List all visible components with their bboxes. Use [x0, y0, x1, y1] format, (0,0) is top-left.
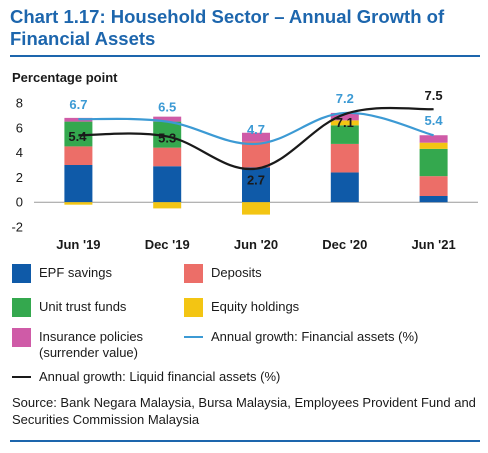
bar-segment	[330, 143, 359, 173]
legend-item-liquid-line: Annual growth: Liquid financial assets (…	[12, 368, 280, 385]
legend-swatch-epf	[12, 264, 31, 283]
liquid-assets-data-label: 7.5	[425, 88, 443, 103]
legend-item-equity: Equity holdings	[184, 298, 299, 317]
x-tick-label: Jun '21	[411, 237, 455, 252]
title-rule	[10, 55, 480, 57]
financial-assets-data-label: 6.7	[69, 97, 87, 112]
legend: EPF savings Deposits Unit trust funds Eq…	[10, 262, 480, 392]
liquid-assets-data-label: 2.7	[247, 173, 265, 188]
bar-segment	[330, 120, 359, 126]
bar-segment	[242, 167, 270, 203]
x-tick-label: Jun '19	[56, 237, 100, 252]
legend-swatch-unit-trust	[12, 298, 31, 317]
legend-label-insurance: Insurance policies (surrender value)	[39, 329, 144, 360]
legend-label-liquid-line: Annual growth: Liquid financial assets (…	[39, 369, 281, 384]
x-tick-label: Jun '20	[234, 237, 278, 252]
bottom-rule	[10, 440, 480, 442]
chart-plot: -2 0 2 4 6 8 Jun '19 Dec '19 Jun '20 Dec '20 Jun '…	[11, 88, 478, 252]
legend-swatch-financial-line	[184, 336, 203, 338]
bar-segment	[64, 202, 93, 205]
bar-segment	[330, 112, 359, 121]
bar-segment	[330, 125, 359, 144]
legend-item-insurance: Insurance policies (surrender value)	[12, 328, 172, 361]
bar-segment	[64, 165, 93, 203]
y-axis-label: Percentage point	[12, 70, 118, 85]
legend-swatch-insurance	[12, 328, 31, 347]
legend-label-deposits: Deposits	[211, 265, 262, 280]
bar-segment	[419, 176, 448, 196]
legend-item-unit-trust: Unit trust funds	[12, 298, 126, 317]
legend-swatch-equity	[184, 298, 203, 317]
financial-assets-data-label: 7.2	[336, 91, 354, 106]
legend-label-financial-line: Annual growth: Financial assets (%)	[211, 329, 419, 344]
legend-swatch-deposits	[184, 264, 203, 283]
bar-segment	[330, 172, 359, 203]
legend-swatch-liquid-line	[12, 376, 31, 378]
liquid-assets-data-label: 5.4	[68, 129, 87, 144]
financial-assets-data-label: 5.4	[425, 113, 444, 128]
liquid-assets-data-label: 5.3	[158, 130, 176, 145]
y-tick-label: 8	[16, 96, 23, 111]
legend-label-unit-trust: Unit trust funds	[39, 299, 127, 314]
chart-title: Chart 1.17: Household Sector – Annual Gr…	[10, 6, 445, 49]
bar-segment	[419, 196, 448, 203]
bar-segment	[242, 141, 270, 168]
y-tick-label: 6	[16, 120, 23, 135]
bar-segment	[153, 116, 182, 122]
x-tick-label: Dec '20	[322, 237, 367, 252]
x-tick-label: Dec '19	[145, 237, 190, 252]
y-tick-label: 2	[16, 170, 23, 185]
financial-assets-line	[78, 111, 434, 146]
legend-item-deposits: Deposits	[184, 264, 262, 283]
liquid-assets-data-label: 7.1	[336, 115, 354, 130]
legend-item-epf: EPF savings	[12, 264, 112, 283]
bar-segment	[153, 166, 182, 203]
y-tick-label: 4	[16, 145, 23, 160]
legend-label-epf: EPF savings	[39, 265, 112, 280]
bar-segment	[153, 147, 182, 167]
bar-segment	[153, 202, 182, 209]
financial-assets-data-label: 6.5	[158, 100, 176, 115]
bar-segment	[64, 146, 93, 165]
liquid-assets-line	[78, 106, 434, 171]
bar-segment	[419, 142, 448, 149]
bar-segment	[419, 135, 448, 143]
y-tick-label: 0	[16, 195, 23, 210]
y-tick-label: -2	[11, 220, 23, 235]
source-note: Source: Bank Negara Malaysia, Bursa Mala…	[12, 395, 476, 427]
legend-item-financial-line: Annual growth: Financial assets (%)	[184, 328, 418, 345]
bar-segment	[419, 148, 448, 177]
legend-label-equity: Equity holdings	[211, 299, 300, 314]
bar-segment	[242, 202, 270, 215]
financial-assets-data-label: 4.7	[247, 122, 265, 137]
bar-segment	[242, 132, 270, 142]
